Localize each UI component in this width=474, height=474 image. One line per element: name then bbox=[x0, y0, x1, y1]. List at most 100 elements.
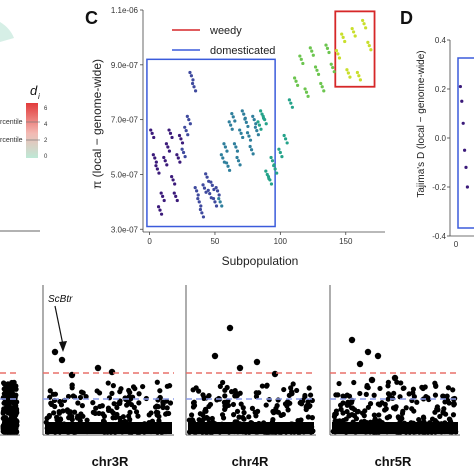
manhattan-panel bbox=[0, 372, 20, 436]
panel-c-ytick-label: 5.0e-07 bbox=[111, 170, 139, 179]
panel-c-point bbox=[178, 160, 182, 164]
panel-c-point bbox=[364, 26, 368, 30]
manhattan-point bbox=[365, 385, 371, 391]
manhattan-point bbox=[351, 379, 357, 386]
manhattan-point bbox=[349, 412, 355, 418]
panel-c-point bbox=[177, 133, 182, 138]
manhattan-point bbox=[350, 405, 356, 411]
manhattan-point bbox=[372, 416, 378, 422]
manhattan-point bbox=[332, 411, 338, 417]
panel-c-point bbox=[227, 168, 232, 172]
manhattan-point bbox=[238, 401, 244, 407]
manhattan-point bbox=[135, 413, 141, 419]
panel-c-point bbox=[296, 83, 300, 87]
manhattan-peak-point bbox=[364, 348, 372, 356]
panel-c-point bbox=[175, 198, 179, 203]
manhattan-point bbox=[225, 402, 232, 409]
panel-d-point bbox=[458, 84, 462, 89]
panel-c-point bbox=[159, 191, 163, 195]
scale-tick-0: 0 bbox=[44, 154, 48, 160]
panel-c-point bbox=[256, 133, 260, 137]
panel-d-point bbox=[464, 165, 468, 169]
panel-c-point bbox=[259, 127, 263, 131]
manhattan-point bbox=[164, 383, 170, 389]
panel-c-point bbox=[192, 85, 196, 89]
panel-c-point bbox=[171, 178, 175, 182]
manhattan-point bbox=[393, 404, 399, 410]
scale-tick-4: 4 bbox=[44, 122, 48, 128]
manhattan-point bbox=[340, 400, 346, 406]
panel-c-point bbox=[350, 27, 354, 31]
panel-c-point bbox=[275, 171, 279, 175]
panel-c-point bbox=[287, 98, 291, 102]
panel-c-point bbox=[282, 133, 286, 138]
panel-c-point bbox=[293, 76, 297, 80]
panel-c-point bbox=[247, 134, 251, 138]
manhattan-point bbox=[410, 386, 416, 392]
manhattan-point bbox=[75, 400, 81, 406]
manhattan-point bbox=[58, 402, 65, 408]
panel-c-point bbox=[164, 142, 169, 146]
panel-c-point bbox=[246, 124, 250, 129]
panel-c-xtick-label: 150 bbox=[339, 237, 353, 246]
panel-d-points bbox=[458, 84, 469, 189]
panel-c-point bbox=[168, 131, 173, 135]
panel-d-domesticated-box bbox=[457, 57, 474, 229]
manhattan-point bbox=[451, 400, 457, 406]
manhattan-point bbox=[382, 407, 388, 413]
panel-c-xtick-label: 50 bbox=[210, 237, 219, 246]
manhattan-point bbox=[433, 383, 439, 389]
scbtr-annotation: ScBtr bbox=[48, 294, 73, 305]
manhattan-point bbox=[435, 407, 441, 413]
manhattan-point bbox=[355, 408, 361, 415]
panel-c-ytick-label: 3.0e-07 bbox=[111, 225, 139, 234]
panel-d-xtick-0: 0 bbox=[454, 240, 459, 249]
panel-c-point bbox=[185, 114, 189, 118]
panel-c-legend: weedy domesticated bbox=[172, 25, 275, 57]
panel-c-point bbox=[170, 175, 174, 179]
panel-c-point bbox=[235, 155, 239, 160]
scale-tick-2: 2 bbox=[44, 138, 48, 144]
manhattan-point bbox=[273, 405, 279, 412]
panel-c-point bbox=[278, 150, 282, 155]
panel-c-point bbox=[201, 183, 205, 187]
manhattan-point bbox=[155, 409, 161, 416]
panel-c-point bbox=[369, 48, 373, 52]
manhattan-point bbox=[377, 402, 383, 408]
manhattan-point bbox=[259, 383, 265, 389]
manhattan-point bbox=[241, 410, 247, 416]
panel-c-point bbox=[222, 142, 226, 146]
panel-c-point bbox=[285, 141, 289, 145]
panel-d-ytick-label: -0.4 bbox=[432, 232, 446, 241]
manhattan-base-band bbox=[2, 422, 18, 434]
manhattan-point bbox=[84, 417, 90, 423]
left-panel: d i rcentile rcentile 6 4 2 0 bbox=[0, 22, 48, 232]
panel-c-xlabel: Subpopulation bbox=[222, 254, 299, 268]
manhattan-point bbox=[96, 410, 102, 416]
manhattan-point bbox=[80, 390, 86, 396]
manhattan-point bbox=[105, 380, 111, 386]
manhattan-point bbox=[290, 381, 296, 387]
panel-c-point bbox=[158, 208, 162, 212]
panel-c-point bbox=[361, 18, 365, 23]
manhattan-point bbox=[385, 396, 391, 402]
panel-c-point bbox=[234, 145, 238, 149]
manhattan-base-band bbox=[45, 422, 172, 434]
manhattan-point bbox=[128, 401, 135, 408]
panel-c: C 3.0e-07 5.0e-07 7.0e-07 9.0e-07 1.1e-06 0 5… bbox=[85, 6, 385, 268]
panel-c-point bbox=[180, 147, 184, 151]
manhattan-point bbox=[432, 392, 439, 398]
manhattan-point bbox=[110, 383, 116, 389]
panel-c-point bbox=[331, 65, 335, 70]
manhattan-point bbox=[253, 393, 260, 400]
panel-d-point bbox=[463, 148, 467, 152]
manhattan-point bbox=[444, 397, 451, 403]
manhattan-point bbox=[420, 414, 427, 420]
manhattan-point bbox=[285, 399, 291, 405]
manhattan-point bbox=[278, 412, 284, 418]
manhattan-point bbox=[117, 415, 123, 421]
panel-c-point bbox=[198, 207, 203, 212]
chr4r-label: chr4R bbox=[232, 454, 269, 469]
manhattan-base-band bbox=[188, 422, 314, 434]
